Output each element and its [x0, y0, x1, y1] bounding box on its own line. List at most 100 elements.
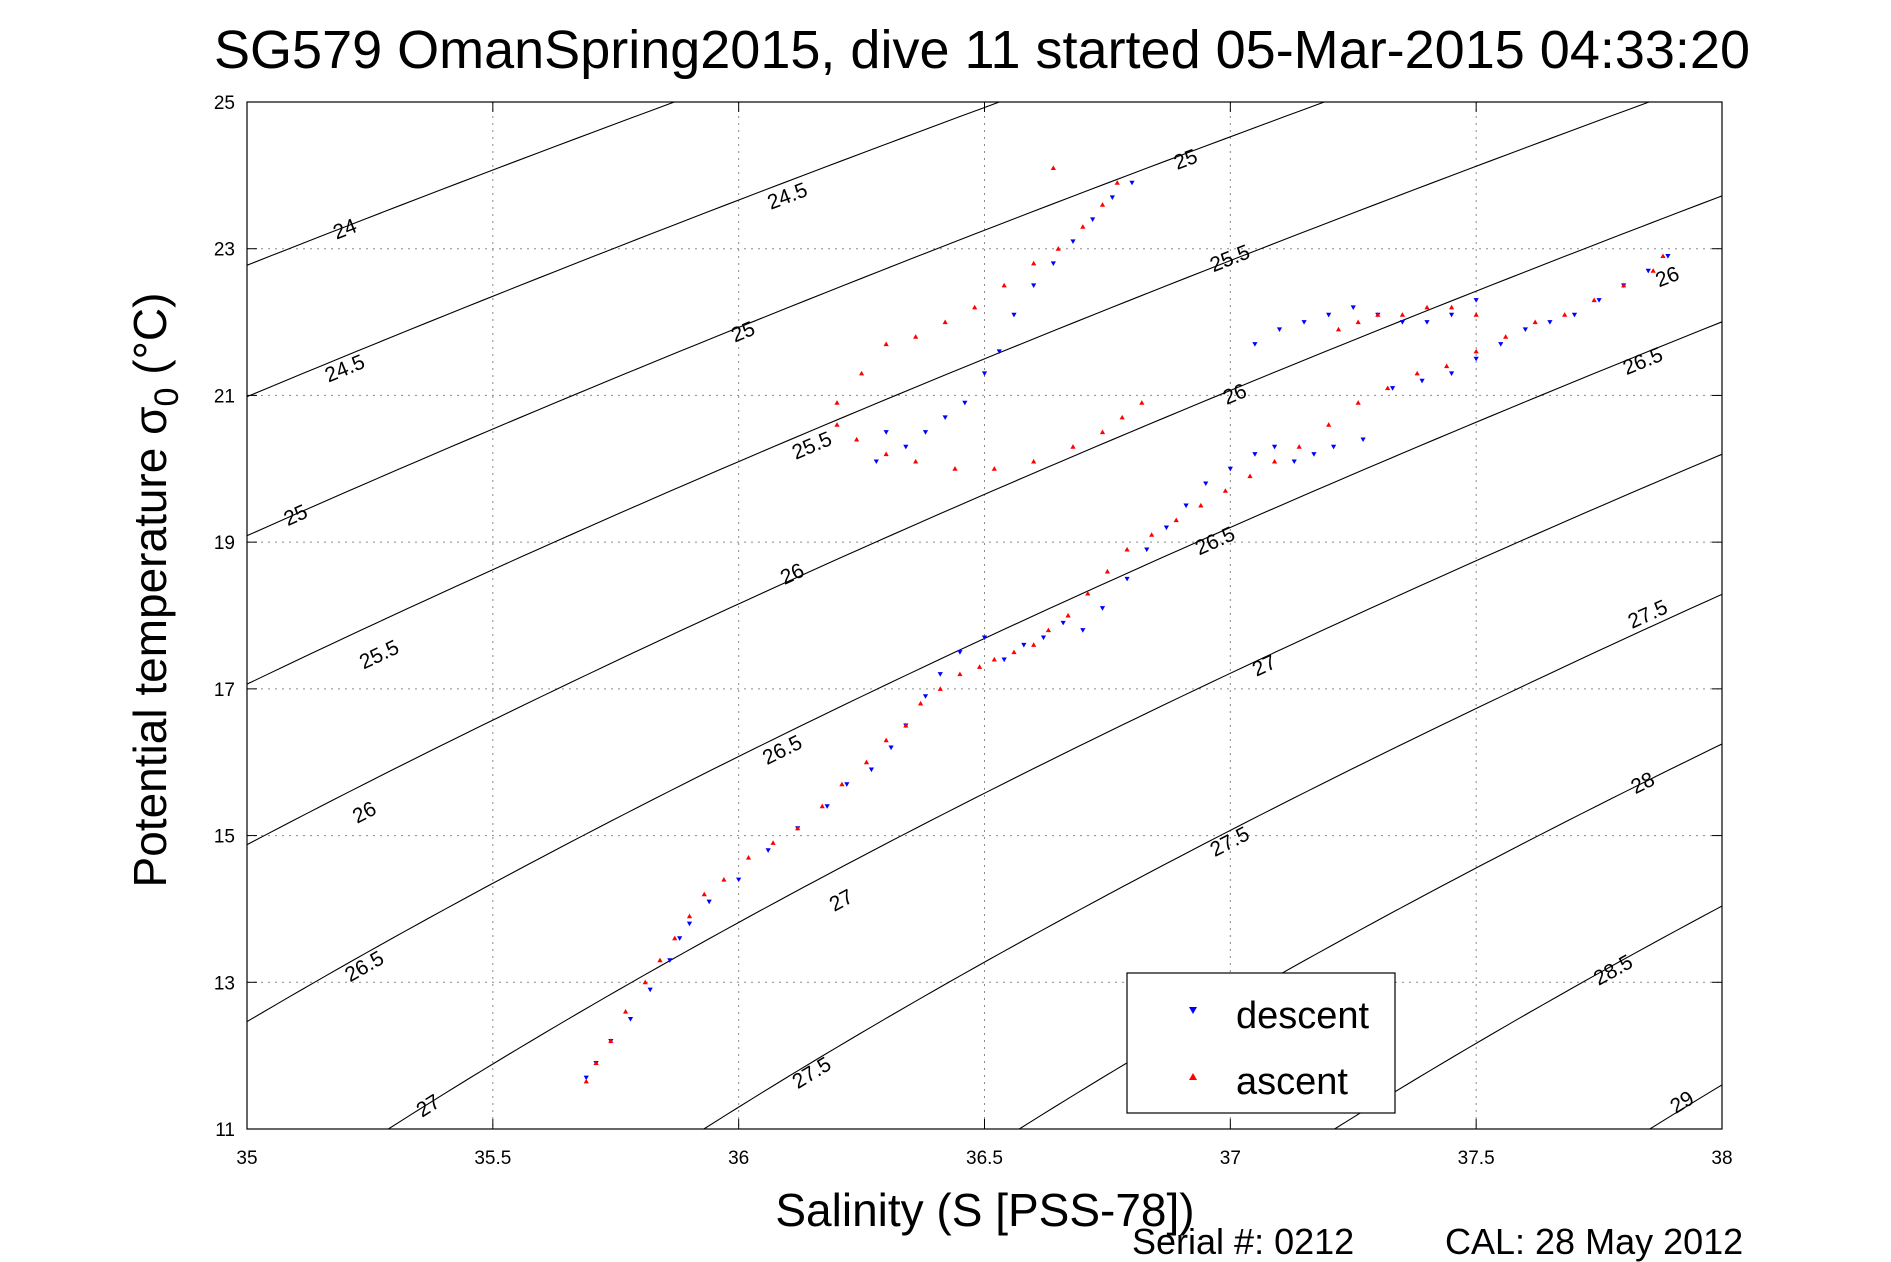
- ascent-point: [1065, 612, 1071, 618]
- descent-point: [1011, 312, 1017, 318]
- ascent-point: [937, 686, 943, 691]
- descent-point: [1271, 444, 1278, 450]
- ascent-point: [721, 876, 727, 882]
- ascent-point: [1247, 473, 1253, 479]
- legend-descent-marker: [1189, 1007, 1197, 1014]
- ascent-point: [745, 854, 752, 860]
- isopycnal-line: [1333, 905, 1722, 1129]
- descent-point: [765, 848, 771, 853]
- ascent-point: [883, 737, 889, 743]
- descent-point: [844, 782, 850, 787]
- ascent-point: [883, 341, 889, 347]
- legend-ascent-marker: [1189, 1073, 1197, 1080]
- ascent-point: [642, 979, 648, 985]
- legend-descent-label: descent: [1236, 995, 1370, 1037]
- descent-point: [888, 745, 894, 751]
- ascent-point: [657, 957, 663, 963]
- ascent-point: [1085, 590, 1091, 596]
- ascent-point: [1271, 458, 1278, 464]
- ascent-point: [795, 825, 801, 831]
- ascent-point: [917, 700, 924, 706]
- ascent-point: [976, 664, 983, 669]
- ascent-point: [1399, 312, 1406, 317]
- axis-ticks: 35 35.5 36 36.5 37 37.5 38 11 13 15 17 19 21 23 25: [214, 93, 1733, 1169]
- ascent-point: [991, 466, 997, 471]
- ascent-point: [863, 759, 870, 765]
- descent-point: [1498, 342, 1504, 347]
- ascent-point: [1473, 348, 1479, 354]
- ascent-point: [1149, 532, 1155, 537]
- ascent-point: [608, 1038, 614, 1043]
- ascent-point: [839, 781, 845, 787]
- x-tick-label: 35.5: [474, 1148, 511, 1169]
- ascent-point: [1335, 326, 1342, 332]
- descent-point: [583, 1075, 589, 1081]
- descent-point: [981, 371, 988, 377]
- x-tick-label: 36.5: [966, 1148, 1003, 1169]
- ascent-point: [1031, 458, 1037, 464]
- descent-point: [736, 877, 742, 883]
- descent-point: [1571, 312, 1578, 318]
- ascent-point: [1444, 363, 1450, 369]
- x-tick-label: 37.5: [1458, 1148, 1495, 1169]
- y-tick-label: 21: [214, 386, 235, 407]
- x-tick-label: 38: [1711, 1148, 1732, 1169]
- descent-point: [1645, 268, 1651, 274]
- ascent-point: [913, 334, 919, 339]
- ascent-point: [1031, 260, 1037, 266]
- calibration-date: CAL: 28 May 2012: [1445, 1221, 1743, 1262]
- descent-point: [1301, 320, 1307, 325]
- ascent-point: [1139, 400, 1145, 405]
- ascent-point: [1031, 642, 1037, 647]
- ascent-point: [1591, 297, 1597, 303]
- descent-point: [957, 650, 963, 655]
- ascent-point: [957, 671, 963, 677]
- ascent-point: [1099, 429, 1106, 435]
- isopycnal-line: [247, 321, 1722, 1023]
- ascent-point: [1532, 319, 1538, 325]
- descent-point: [868, 767, 875, 773]
- y-tick-label: 19: [214, 533, 235, 554]
- ascent-point: [770, 840, 776, 845]
- y-axis-label-unit: (°C): [124, 293, 176, 388]
- descent-point: [1665, 254, 1671, 259]
- ascent-point: [1375, 312, 1381, 317]
- ascent-point: [858, 370, 865, 376]
- descent-point: [962, 400, 968, 406]
- descent-point: [1144, 547, 1150, 553]
- y-tick-label: 23: [214, 240, 235, 261]
- descent-point: [1350, 305, 1356, 310]
- y-tick-label: 15: [214, 827, 235, 848]
- chart-title: SG579 OmanSpring2015, dive 11 started 05…: [214, 20, 1750, 80]
- data-points: [583, 165, 1671, 1084]
- ascent-point: [1099, 202, 1106, 207]
- descent-point: [981, 635, 988, 641]
- ascent-point: [583, 1078, 589, 1084]
- descent-point: [647, 987, 653, 993]
- ascent-point: [942, 319, 948, 325]
- y-axis-label: Potential temperature σ0 (°C): [124, 293, 186, 888]
- descent-point: [1291, 459, 1297, 465]
- descent-point: [937, 672, 943, 677]
- ascent-point: [686, 913, 693, 919]
- descent-point: [1090, 217, 1096, 222]
- ascent-point: [1045, 627, 1052, 633]
- ascent-point: [672, 935, 678, 941]
- ascent-point: [819, 803, 825, 809]
- descent-point: [1547, 320, 1553, 325]
- descent-point: [1311, 452, 1317, 457]
- descent-point: [1596, 298, 1602, 303]
- descent-point: [1109, 195, 1115, 200]
- descent-point: [873, 459, 879, 465]
- descent-point: [1389, 386, 1396, 391]
- isopycnal-line: [387, 453, 1722, 1129]
- descent-point: [922, 430, 929, 435]
- ascent-point: [913, 458, 919, 464]
- ascent-point: [1001, 282, 1007, 288]
- ascent-point: [972, 304, 978, 310]
- grid-lines: [247, 102, 1722, 1129]
- ascent-point: [834, 422, 840, 427]
- descent-point: [1424, 320, 1430, 325]
